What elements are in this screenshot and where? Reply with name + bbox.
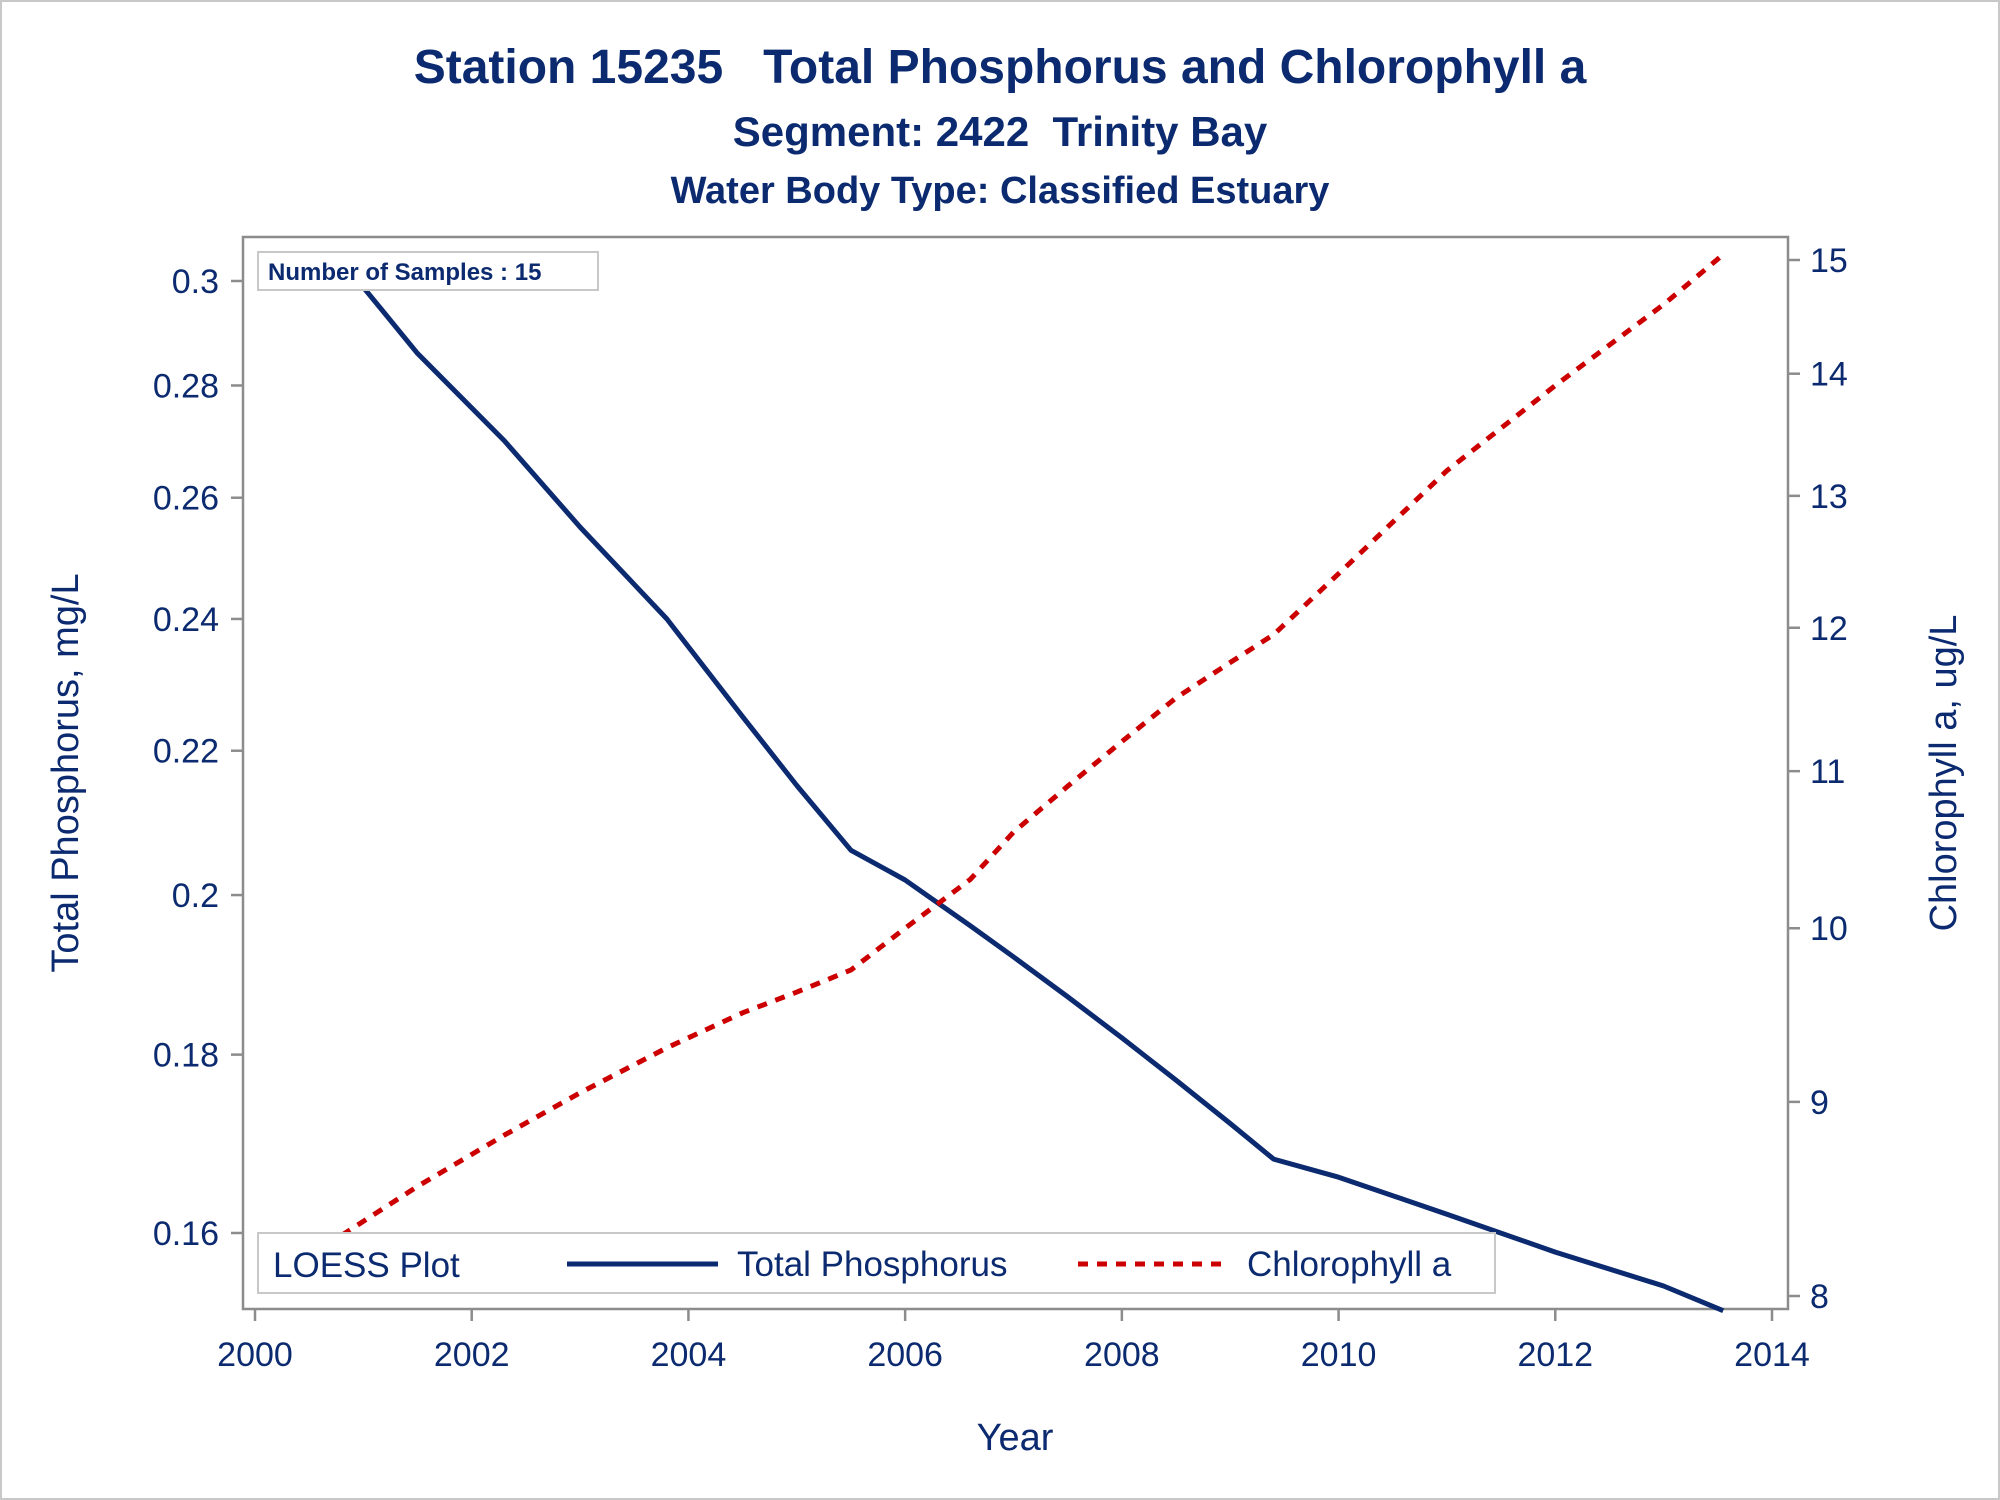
legend-label-total-phosphorus: Total Phosphorus	[737, 1245, 1007, 1284]
y2-tick-label: 12	[1810, 610, 1848, 648]
y2-tick-label: 15	[1810, 242, 1848, 280]
y2-tick-label: 11	[1810, 753, 1845, 791]
chart-title: Station 15235 Total Phosphorus and Chlor…	[413, 41, 1587, 94]
y2-tick-label: 14	[1810, 356, 1848, 394]
x-axis: 2000 2002 2004 2006 2008 2010 2012 2014	[217, 1309, 1810, 1374]
sample-count-label: Number of Samples : 15	[268, 259, 541, 286]
x-tick-label: 2014	[1734, 1336, 1810, 1374]
legend-title: LOESS Plot	[273, 1246, 460, 1285]
x-tick-label: 2008	[1084, 1336, 1160, 1374]
x-tick-label: 2002	[434, 1336, 510, 1374]
y2-tick-label: 13	[1810, 478, 1848, 516]
y-axis-label: Total Phosphorus, mg/L	[45, 573, 87, 972]
series-line-chlorophyll-a	[340, 252, 1725, 1238]
x-tick-label: 2006	[867, 1336, 943, 1374]
legend-label-chlorophyll-a: Chlorophyll a	[1247, 1245, 1452, 1284]
y-tick-label: 0.24	[153, 601, 219, 639]
y-tick-label: 0.22	[153, 733, 219, 771]
x-tick-label: 2012	[1517, 1336, 1593, 1374]
chart-subtitle-segment: Segment: 2422 Trinity Bay	[732, 108, 1268, 155]
sample-count-box: Number of Samples : 15	[257, 251, 599, 291]
y2-tick-label: 9	[1810, 1084, 1829, 1122]
x-axis-label: Year	[977, 1417, 1054, 1459]
y-tick-label: 0.18	[153, 1037, 219, 1075]
y-tick-label: 0.28	[153, 367, 219, 405]
y-tick-label: 0.16	[153, 1215, 219, 1253]
y-tick-label: 0.3	[172, 263, 219, 301]
y2-tick-label: 10	[1810, 910, 1848, 948]
plot-area	[241, 235, 1790, 1311]
legend: LOESS Plot Total Phosphorus Chlorophyll …	[257, 1232, 1496, 1294]
x-tick-label: 2010	[1301, 1336, 1377, 1374]
series-line-total-phosphorus	[339, 259, 1725, 1314]
y-tick-label: 0.2	[172, 877, 219, 915]
y2-tick-label: 8	[1810, 1278, 1829, 1316]
y-axis-right: 8 9 10 11 12 13 14 15	[1788, 242, 1848, 1316]
x-tick-label: 2000	[217, 1336, 293, 1374]
y-axis-left: 0.16 0.18 0.2 0.22 0.24 0.26 0.28 0.3	[153, 263, 243, 1253]
x-tick-label: 2004	[651, 1336, 727, 1374]
y-tick-label: 0.26	[153, 480, 219, 518]
chart-subtitle-water-body: Water Body Type: Classified Estuary	[670, 170, 1330, 212]
y2-axis-label: Chlorophyll a, ug/L	[1923, 615, 1965, 932]
